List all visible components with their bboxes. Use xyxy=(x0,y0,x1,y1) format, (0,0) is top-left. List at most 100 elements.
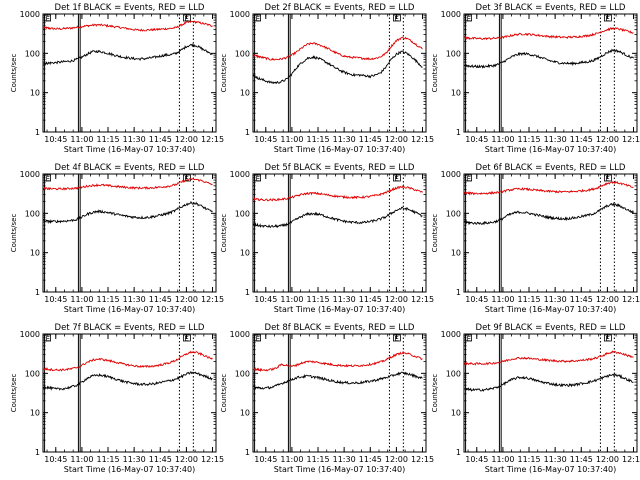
x-tick-label: 11:00 xyxy=(70,295,93,304)
x-tick-label: 10:45 xyxy=(254,135,277,144)
plot-frame xyxy=(463,333,638,453)
series-events xyxy=(43,371,213,391)
marker-box xyxy=(254,14,261,22)
x-tick-label: 11:45 xyxy=(359,135,382,144)
x-axis-label: Start Time (16-May-07 10:37:40) xyxy=(64,465,195,474)
x-tick-label: 12:00 xyxy=(385,295,408,304)
x-tick-label: 11:45 xyxy=(149,295,172,304)
y-tick-label: 100 xyxy=(25,209,40,218)
series-lld xyxy=(253,351,423,373)
panel-title: Det 6f BLACK = Events, RED = LLD xyxy=(476,163,626,173)
x-tick-label: 12:15 xyxy=(201,135,224,144)
x-tick-label: 12:15 xyxy=(622,455,640,464)
y-tick-label: 1000 xyxy=(441,10,461,19)
y-tick-label: 1 xyxy=(456,448,461,457)
panel-8: Det 8f BLACK = Events, RED = LLD 1 10 100 10… xyxy=(220,323,434,474)
x-tick-label: 12:00 xyxy=(175,455,198,464)
marker-label: E xyxy=(184,175,188,183)
marker-label: E xyxy=(394,15,398,23)
x-tick-label: 12:00 xyxy=(175,135,198,144)
y-tick-label: 100 xyxy=(235,49,250,58)
marker-box xyxy=(392,334,401,342)
marker-label: E xyxy=(605,335,609,343)
panel-title: Det 1f BLACK = Events, RED = LLD xyxy=(55,3,205,13)
x-tick-label: 11:30 xyxy=(333,135,356,144)
x-tick-label: 10:45 xyxy=(465,135,488,144)
y-axis-label: Counts/sec xyxy=(431,374,439,413)
panel-2: Det 2f BLACK = Events, RED = LLD 1 10 100 10… xyxy=(220,3,434,154)
x-axis-label: Start Time (16-May-07 10:37:40) xyxy=(485,145,616,154)
y-tick-label: 1 xyxy=(35,128,40,137)
series-lld xyxy=(43,178,213,192)
series-lld xyxy=(464,180,634,196)
marker-label: E xyxy=(467,335,471,343)
x-tick-label: 11:30 xyxy=(123,455,146,464)
y-axis-label: Counts/sec xyxy=(431,54,439,93)
x-tick-label: 11:45 xyxy=(570,455,593,464)
series-lld xyxy=(253,185,423,202)
y-tick-label: 10 xyxy=(451,249,461,258)
series-events xyxy=(253,371,423,390)
marker-label: E xyxy=(394,335,398,343)
plot-frame xyxy=(252,333,427,453)
marker-label: E xyxy=(46,335,50,343)
marker-box xyxy=(44,174,51,182)
x-tick-label: 11:30 xyxy=(123,295,146,304)
series-events xyxy=(464,373,634,392)
panel-5: Det 5f BLACK = Events, RED = LLD 1 10 100 10… xyxy=(220,163,434,314)
marker-box xyxy=(254,174,261,182)
x-tick-label: 10:45 xyxy=(254,455,277,464)
y-tick-label: 10 xyxy=(240,409,250,418)
x-tick-label: 12:00 xyxy=(596,135,619,144)
series-lld xyxy=(464,27,634,41)
x-tick-label: 11:30 xyxy=(544,455,567,464)
x-tick-label: 11:45 xyxy=(570,295,593,304)
x-tick-label: 11:15 xyxy=(96,295,119,304)
y-tick-label: 100 xyxy=(446,369,461,378)
panel-9: Det 9f BLACK = Events, RED = LLD 1 10 100 10… xyxy=(431,323,640,474)
marker-box xyxy=(603,334,612,342)
marker-box xyxy=(182,334,191,342)
x-axis-label: Start Time (16-May-07 10:37:40) xyxy=(274,145,405,154)
y-tick-label: 1000 xyxy=(230,170,250,179)
x-tick-label: 11:45 xyxy=(149,455,172,464)
y-axis-label: Counts/sec xyxy=(10,54,18,93)
series-events xyxy=(43,42,213,66)
x-tick-label: 11:45 xyxy=(359,455,382,464)
marker-box xyxy=(392,174,401,182)
x-tick-label: 11:00 xyxy=(70,135,93,144)
x-tick-label: 11:15 xyxy=(517,295,540,304)
y-tick-label: 1000 xyxy=(230,330,250,339)
panel-1: Det 1f BLACK = Events, RED = LLD 1 10 100 10… xyxy=(10,3,224,154)
x-tick-label: 11:00 xyxy=(280,135,303,144)
marker-label: E xyxy=(256,15,260,23)
x-tick-label: 11:15 xyxy=(517,135,540,144)
x-tick-label: 11:30 xyxy=(544,135,567,144)
x-tick-label: 10:45 xyxy=(465,455,488,464)
y-tick-label: 1000 xyxy=(441,170,461,179)
y-axis-label: Counts/sec xyxy=(431,214,439,253)
y-tick-label: 10 xyxy=(30,409,40,418)
x-tick-label: 12:00 xyxy=(596,295,619,304)
y-axis-label: Counts/sec xyxy=(10,374,18,413)
x-tick-label: 12:00 xyxy=(385,135,408,144)
series-events xyxy=(253,50,423,85)
plot-frame xyxy=(463,13,638,133)
x-tick-label: 11:15 xyxy=(517,455,540,464)
x-tick-label: 11:15 xyxy=(306,135,329,144)
panel-title: Det 3f BLACK = Events, RED = LLD xyxy=(476,3,626,13)
plot-frame xyxy=(252,13,427,133)
series-events xyxy=(464,48,634,69)
plot-frame xyxy=(42,173,217,293)
x-tick-label: 12:15 xyxy=(622,295,640,304)
marker-box xyxy=(254,334,261,342)
y-tick-label: 1000 xyxy=(441,330,461,339)
x-tick-label: 10:45 xyxy=(44,295,67,304)
x-tick-label: 12:15 xyxy=(411,455,434,464)
x-axis-label: Start Time (16-May-07 10:37:40) xyxy=(485,305,616,314)
y-tick-label: 10 xyxy=(240,89,250,98)
y-tick-label: 100 xyxy=(235,369,250,378)
x-tick-label: 12:00 xyxy=(385,455,408,464)
y-tick-label: 1 xyxy=(456,128,461,137)
